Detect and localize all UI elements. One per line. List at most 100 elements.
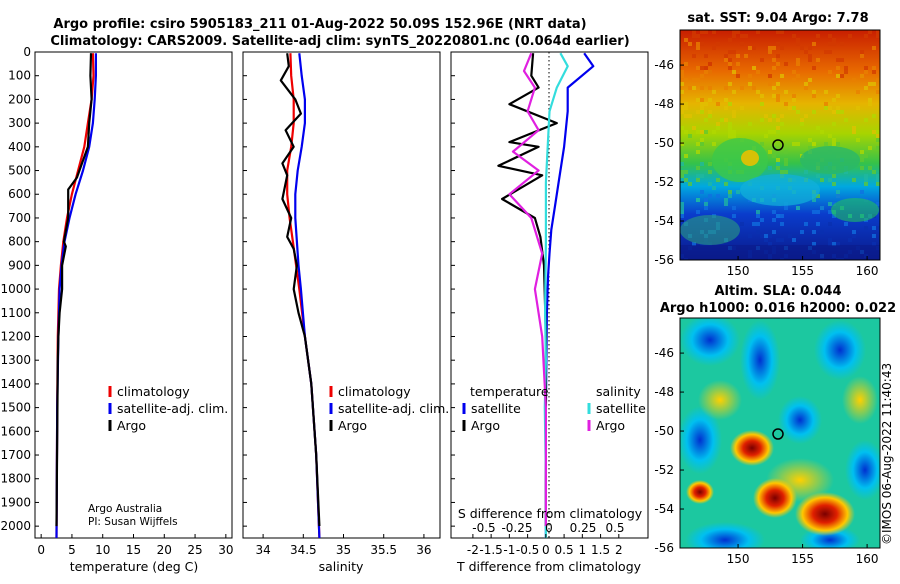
depth-tick-label: 500 [8, 164, 31, 178]
s-difference-tick-label: -0.5 [472, 521, 495, 535]
depth-tick-label: 1900 [0, 495, 31, 509]
difference-series [497, 52, 595, 538]
sla-float-marker [772, 428, 784, 440]
sst-float-marker [772, 139, 784, 151]
depth-tick-label: 200 [8, 92, 31, 106]
salinity-panel-frame [242, 51, 441, 539]
depth-tick-label: 1300 [0, 353, 31, 367]
temperature-panel-frame [34, 51, 233, 539]
depth-tick-label: 2000 [0, 519, 31, 533]
legend-label-s-satellite: satellite [596, 401, 646, 416]
salinity-series [279, 53, 321, 539]
depth-tick-label: 1100 [0, 306, 31, 320]
credit-argo-australia: Argo Australia [88, 503, 162, 515]
legend-label-satellite-adj: satellite-adj. clim. [117, 401, 228, 416]
x-tick-label: 36 [416, 543, 431, 557]
x-tick-label: 34.5 [290, 543, 317, 557]
map-lon-tick-label: 155 [791, 264, 814, 278]
depth-tick-label: 1500 [0, 401, 31, 415]
header-title-line1: Argo profile: csiro 5905183_211 01-Aug-2… [53, 17, 586, 32]
map-lat-tick-label: -54 [654, 502, 674, 516]
s-difference-ticks: -0.5 -0.25 0 0.25 0.5 [472, 521, 624, 535]
sst-map-title: sat. SST: 9.04 Argo: 7.78 [687, 11, 868, 26]
x-tick-label: 2 [615, 543, 623, 557]
depth-tick-label: 100 [8, 69, 31, 83]
map-lat-tick-label: -50 [654, 136, 674, 150]
x-tick-label: 10 [95, 543, 110, 557]
temperature-series [55, 53, 98, 539]
map-lon-tick-label: 150 [727, 552, 750, 566]
sst-map-frame [679, 29, 881, 261]
imos-stamp: ©IMOS 06-Aug-2022 11:40:43 [880, 363, 894, 545]
map-lon-tick-label: 160 [856, 552, 879, 566]
x-tick-label: -1 [503, 543, 515, 557]
header-title-line2: Climatology: CARS2009. Satellite-adj cli… [50, 34, 629, 49]
depth-tick-label: 800 [8, 235, 31, 249]
x-tick-label: 5 [68, 543, 76, 557]
x-tick-label: 20 [157, 543, 172, 557]
map-lat-tick-label: -52 [654, 175, 674, 189]
sla-heatmap [680, 318, 880, 548]
x-tick-label: -0.5 [516, 543, 539, 557]
x-tick-label: 1.5 [591, 543, 610, 557]
x-tick-label: -1.5 [479, 543, 502, 557]
sla-map-title: Altim. SLA: 0.044 [715, 284, 842, 299]
series-line-argo [279, 53, 321, 527]
map-lat-tick-label: -54 [654, 214, 674, 228]
depth-tick-label: 1200 [0, 329, 31, 343]
legend-label-argo-2: Argo [338, 418, 367, 433]
legend-label-climatology: climatology [117, 384, 190, 399]
legend-label-t-satellite: satellite [471, 401, 521, 416]
depth-tick-label: 300 [8, 116, 31, 130]
depth-tick-label: 600 [8, 187, 31, 201]
difference-legend: temperature salinity satellite Argo sate… [462, 384, 646, 433]
legend-label-t-argo: Argo [471, 418, 500, 433]
sst-map-axes: 150 155 160 -46 -48 -50 -52 -54 -56 [654, 58, 878, 278]
temperature-axis-label: temperature (deg C) [70, 559, 199, 574]
map-lon-tick-label: 160 [856, 264, 879, 278]
sla-map-subtitle: Argo h1000: 0.016 h2000: 0.022 [660, 301, 896, 316]
map-lon-tick-label: 155 [791, 552, 814, 566]
series-line-argo-salinity- [508, 52, 548, 527]
map-lat-tick-label: -48 [654, 97, 674, 111]
depth-tick-label: 700 [8, 211, 31, 225]
legend-label-s-argo: Argo [596, 418, 625, 433]
legend-label-argo: Argo [117, 418, 146, 433]
s-difference-tick-label: 0.5 [605, 521, 624, 535]
credit-pi: PI: Susan Wijffels [88, 516, 178, 528]
depth-tick-label: 1700 [0, 448, 31, 462]
x-tick-label: 1 [579, 543, 587, 557]
legend-label-climatology-2: climatology [338, 384, 411, 399]
legend-head-salinity: salinity [596, 384, 641, 399]
s-difference-tick-label: 0.25 [570, 521, 597, 535]
x-tick-label: 25 [187, 543, 202, 557]
legend-head-temperature: temperature [470, 384, 549, 399]
sst-heatmap [680, 30, 880, 260]
depth-tick-label: 900 [8, 258, 31, 272]
depth-tick-label: 400 [8, 140, 31, 154]
s-difference-tick-label: 0 [545, 521, 553, 535]
t-difference-axis-label: T difference from climatology [456, 559, 642, 574]
series-line-satellite-temperature- [544, 52, 595, 538]
map-lat-tick-label: -46 [654, 58, 674, 72]
depth-tick-label: 1600 [0, 424, 31, 438]
x-tick-label: 0.5 [555, 543, 574, 557]
map-lat-tick-label: -56 [654, 253, 674, 267]
x-tick-label: -2 [467, 543, 479, 557]
legend-label-satellite-adj-2: satellite-adj. clim. [338, 401, 449, 416]
depth-tick-label: 1800 [0, 472, 31, 486]
x-tick-label: 0 [37, 543, 45, 557]
map-lat-tick-label: -48 [654, 385, 674, 399]
s-difference-tick-label: -0.25 [501, 521, 532, 535]
s-difference-axis-label: S difference from climatology [458, 506, 643, 521]
series-line-argo [55, 53, 93, 527]
map-lat-tick-label: -56 [654, 541, 674, 555]
temperature-legend: climatology satellite-adj. clim. Argo [108, 384, 228, 433]
x-tick-label: 34 [255, 543, 270, 557]
depth-tick-label: 0 [23, 45, 31, 59]
map-lat-tick-label: -52 [654, 463, 674, 477]
x-tick-label: 30 [218, 543, 233, 557]
depth-axis: 0 100 200 300 400 500 600 700 800 900 1000 1100 1200… [0, 45, 455, 533]
sla-map-axes: 150 155 160 -46 -48 -50 -52 -54 -56 [654, 346, 878, 566]
